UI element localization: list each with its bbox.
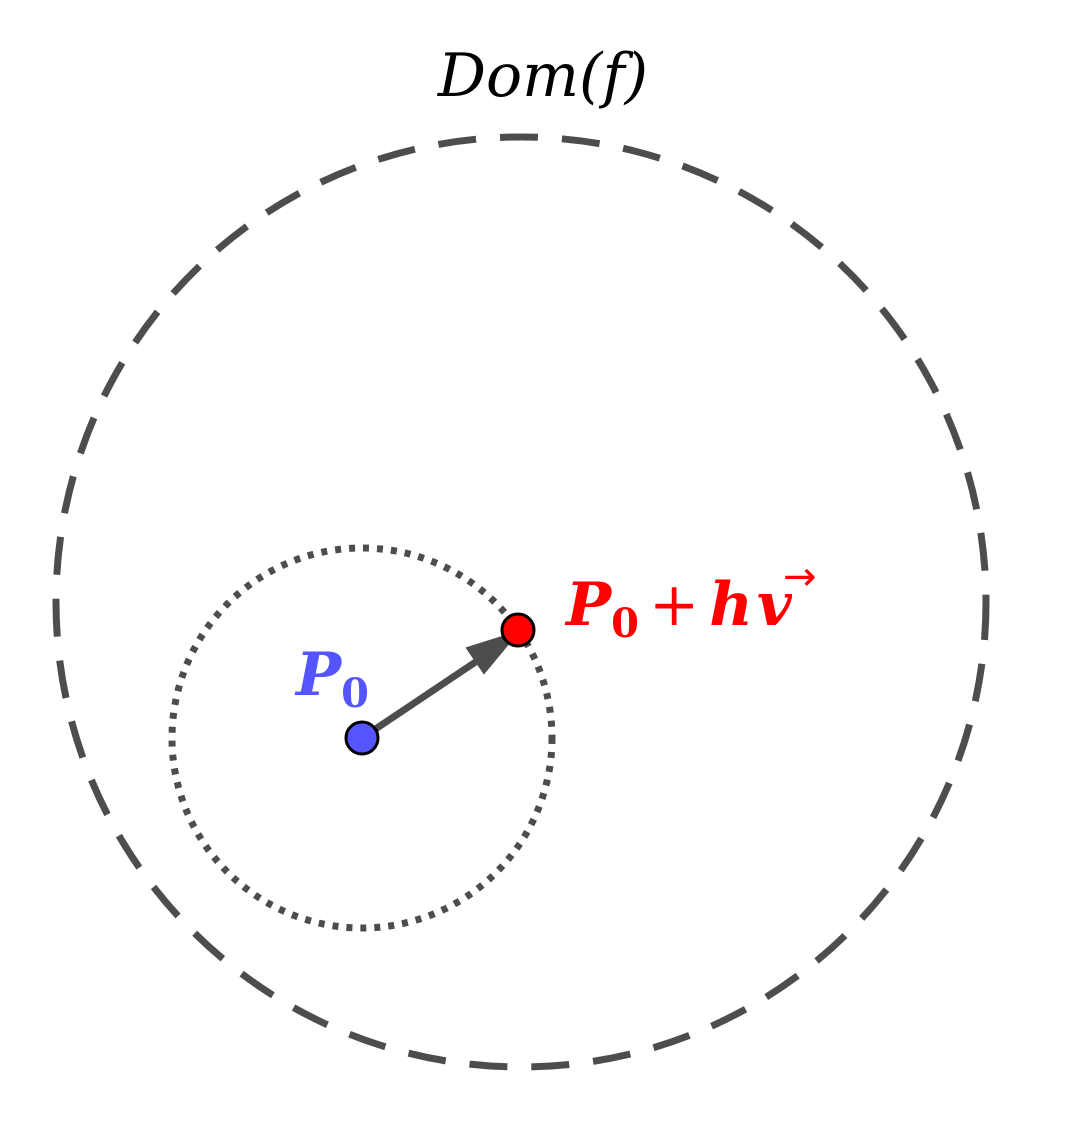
label-p0: P0	[294, 640, 369, 717]
direction-vector-shaft	[360, 656, 482, 741]
domain-label: Dom(f)	[437, 41, 648, 111]
vector-v-arrow: →	[783, 554, 817, 600]
domain-boundary	[52, 133, 990, 1071]
point-p0	[344, 720, 380, 756]
label-moved-plus: +	[649, 570, 699, 640]
label-moved-main: P	[564, 570, 613, 640]
label-p0-subscript: 0	[341, 670, 369, 717]
label-p0-main: P	[294, 640, 343, 710]
label-moved-v: v	[757, 570, 793, 640]
label-moved-subscript: 0	[611, 600, 639, 647]
direction-vector-arrowhead	[465, 630, 521, 675]
neighborhood-circle	[168, 544, 556, 932]
point-p0-plus-hv	[500, 612, 536, 648]
label-moved-h: h	[709, 570, 753, 640]
label-p0-plus-hv: P0 + hv	[564, 570, 793, 647]
